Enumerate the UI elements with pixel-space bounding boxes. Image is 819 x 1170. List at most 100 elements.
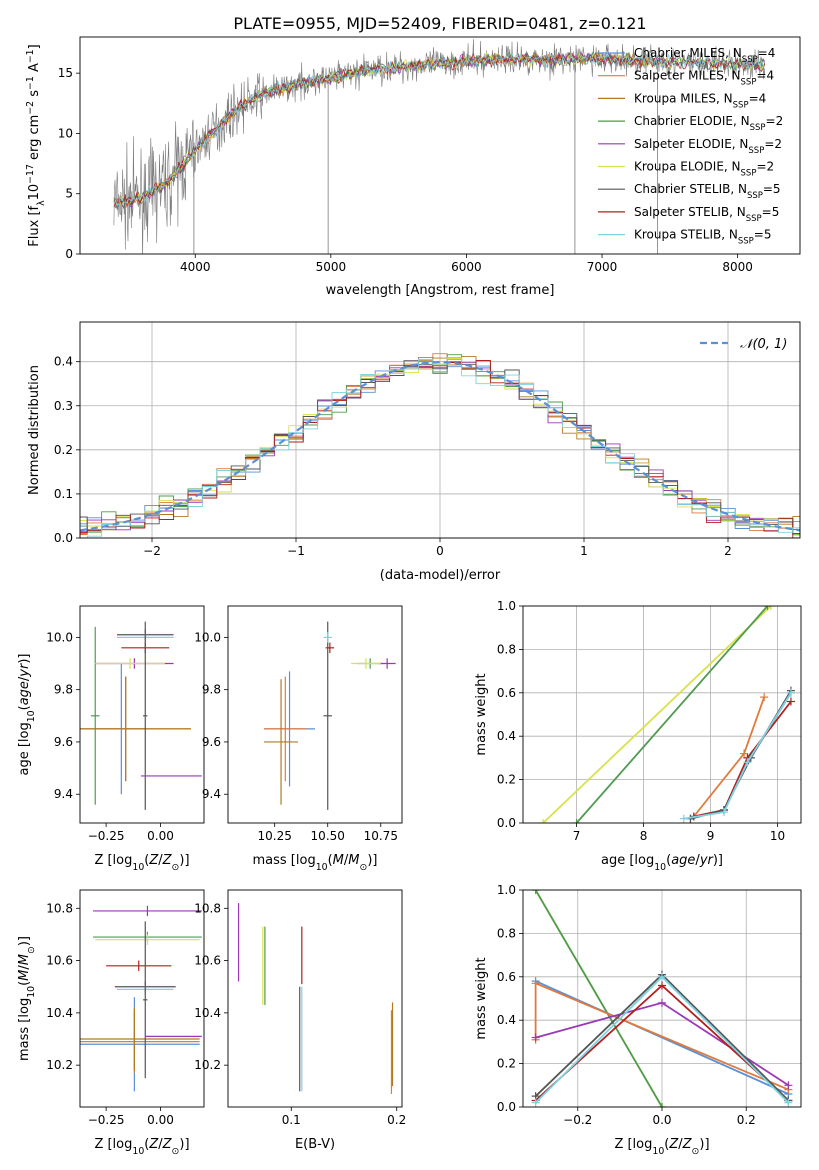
y-tick-label: 9.8 [202,683,221,697]
errorbars-z-age [80,621,202,810]
series-marker [786,697,795,706]
y-tick-label: 10.0 [194,630,221,644]
z-age-xlabel: Z [log10(Z/Z⊙)] [94,853,189,873]
series-marker [658,981,666,990]
x-tick-label: 1 [580,544,588,558]
x-tick-label: −0.25 [88,1113,125,1127]
series-marker [658,1103,666,1107]
y-tick-label: 0.4 [497,1013,516,1027]
age-weight-xlabel: age [log10(age/yr)] [601,853,723,873]
z-weight-xlabel: Z [log10(Z/Z⊙)] [614,1137,709,1157]
series-line [535,980,789,1095]
y-tick-label: 10.0 [46,630,73,644]
y-tick-label: 0.3 [54,399,73,413]
x-tick-label: 8 [640,829,648,843]
y-tick-label: 10.6 [194,954,221,968]
axes-spectrum: 4000 5000 6000 7000 8000 0 5 10 15 [58,66,753,274]
z-age-ylabel: age [log10(age/yr)] [17,653,37,775]
y-tick-label: 10.8 [46,901,73,915]
y-tick-label: 0.1 [54,487,73,501]
legend-label: Chabrier STELIB, NSSP=5 [634,182,781,201]
x-tick-label: 0 [436,544,444,558]
histogram-chabrier-miles [80,356,800,535]
series-marker [531,979,540,988]
z-mass-xlabel: Z [log10(Z/Z⊙)] [94,1137,189,1157]
axes-z-mass: −0.25 0.00 10.2 10.4 10.6 10.8 [46,901,174,1127]
spectrum-xlabel: wavelength [Angstrom, rest frame] [326,283,555,298]
z-weight-ylabel: mass weight [474,957,489,1039]
spectrum-ylabel: Flux [fλ10−17 erg cm−2 s−1 A−1] [25,44,47,246]
axes-mass-age: 10.25 10.50 10.75 9.4 9.6 9.8 10.0 [194,630,398,843]
spectrum-legend: Chabrier MILES, NSSP=4 Salpeter MILES, NS… [598,46,783,247]
residuals-xlabel: (data-model)/error [380,568,501,583]
series-marker [679,814,688,823]
age-weight-ylabel: mass weight [474,673,489,755]
y-tick-label: 0.0 [497,816,516,830]
x-tick-label: 0.1 [282,1113,301,1127]
x-tick-label: −1 [287,544,305,558]
histogram-kroupa-stelib [80,357,800,538]
y-tick-label: 5 [65,187,73,201]
series-marker [763,606,772,610]
y-tick-label: 9.4 [202,787,221,801]
x-tick-label: 4000 [180,260,211,274]
series-line [575,606,769,823]
axes-ebv-mass: 0.1 0.2 10.2 10.4 10.6 10.8 [194,901,406,1127]
errorbars-z-mass [80,905,202,1092]
y-tick-label: 9.4 [54,787,73,801]
y-tick-label: 10.6 [46,954,73,968]
residual-legend: 𝒩(0, 1) [700,337,787,352]
x-tick-label: −2 [143,544,161,558]
series-marker [531,1098,540,1107]
errorbars-ebv-mass [237,903,394,1094]
figure-title: PLATE=0955, MJD=52409, FIBERID=0481, z=0… [233,14,646,33]
legend-label: Salpeter STELIB, NSSP=5 [634,205,779,224]
legend-label: Chabrier ELODIE, NSSP=2 [634,114,783,133]
series-marker [784,1098,793,1107]
model-salpeter-stelib [113,52,766,209]
residual-histograms [80,353,800,538]
errorbars-mass-age [264,621,396,810]
y-tick-label: 0.0 [497,1100,516,1114]
y-tick-label: 0.8 [497,642,516,656]
series-marker [786,688,795,697]
legend-label: Kroupa STELIB, NSSP=5 [634,228,772,247]
residuals-ylabel: Normed distribution [27,365,42,495]
y-tick-label: 1.0 [497,883,516,897]
y-tick-label: 9.6 [202,735,221,749]
x-tick-label: −0.2 [563,1113,592,1127]
y-tick-label: 1.0 [497,599,516,613]
series-marker [719,808,728,817]
y-tick-label: 0 [65,247,73,261]
y-tick-label: 10.4 [194,1006,221,1020]
y-tick-label: 0.4 [497,729,516,743]
gaussian-curve [80,360,800,532]
y-tick-label: 10.8 [194,901,221,915]
spectrum-frame [79,36,801,255]
y-tick-label: 0.2 [497,773,516,787]
x-tick-label: −0.25 [88,829,125,843]
series-line [534,890,663,1107]
series-marker [743,758,752,767]
histogram-kroupa-elodie [80,358,800,535]
z-weight-frame [522,889,802,1108]
y-tick-label: 10 [58,126,73,140]
axes-age-weight: 7 8 9 10 0.0 0.2 0.4 0.6 0.8 1.0 [497,599,801,843]
y-tick-label: 0.8 [497,926,516,940]
y-tick-label: 9.8 [54,683,73,697]
lines-age-weight [539,606,795,823]
legend-label: Chabrier MILES, NSSP=4 [634,46,775,65]
mass-age-xlabel: mass [log10(M/M⊙)] [253,853,378,873]
x-tick-label: 0.2 [387,1113,406,1127]
series-marker [766,606,775,610]
y-tick-label: 10.4 [46,1006,73,1020]
series-marker [531,1033,540,1042]
z-mass-ylabel: mass [log10(M/M⊙)] [17,936,37,1061]
ebv-mass-frame [227,889,403,1108]
x-tick-label: 8000 [722,260,753,274]
series-marker [658,998,666,1007]
x-tick-label: 5000 [316,260,347,274]
x-tick-label: 2 [724,544,732,558]
mass-age-frame [227,605,403,824]
